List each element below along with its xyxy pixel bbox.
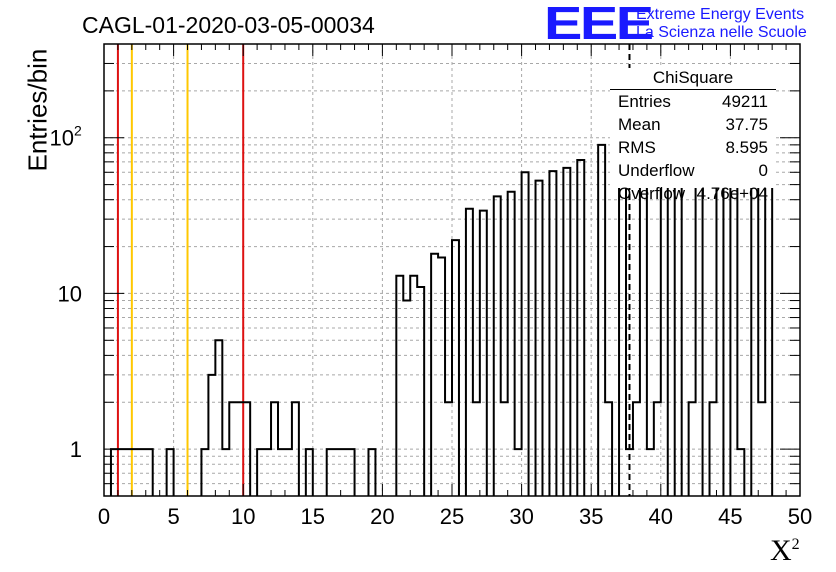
stats-key: RMS — [618, 138, 656, 157]
x-axis-label: X2 — [770, 534, 800, 568]
axis-ticks — [103, 43, 801, 497]
eee-logo-mark: EEE — [544, 0, 654, 49]
logo-line-1: Extreme Energy Events — [636, 6, 805, 23]
stats-box: ChiSquare Entries 49211 Mean 37.75 RMS 8… — [610, 68, 776, 203]
x-tick-label: 10 — [231, 504, 255, 529]
x-tick-label: 25 — [440, 504, 464, 529]
stats-value: 0 — [758, 161, 768, 180]
stats-row-entries: Entries 49211 — [618, 92, 776, 114]
stats-key: Underflow — [618, 161, 695, 180]
x-tick-label: 15 — [301, 504, 325, 529]
x-tick-label: 45 — [718, 504, 742, 529]
x-tick-label: 5 — [167, 504, 179, 529]
stats-row-underflow: Underflow 0 — [618, 161, 776, 183]
x-tick-label: 35 — [579, 504, 603, 529]
x-tick-label: 0 — [98, 504, 110, 529]
stats-title: ChiSquare — [652, 68, 734, 87]
chart-title: CAGL-01-2020-03-05-00034 — [82, 12, 375, 38]
stats-key: Entries — [618, 92, 671, 111]
stats-value: 8.595 — [725, 138, 768, 157]
y-axis-label: Entries/bin — [22, 48, 53, 172]
stats-separator — [610, 89, 776, 90]
stats-key: Mean — [618, 115, 661, 134]
logo-line-2: La Scienza nelle Scuole — [636, 24, 807, 41]
y-tick-label-exponent: 2 — [74, 123, 82, 139]
y-tick-label: 10 — [58, 281, 82, 306]
y-tick-label: 10 — [50, 126, 74, 151]
stats-row-mean: Mean 37.75 — [618, 115, 776, 137]
stats-value: 37.75 — [725, 115, 768, 134]
stats-value: 49211 — [721, 92, 768, 111]
stats-value: 4.76e+04 — [696, 184, 768, 203]
x-tick-label: 40 — [649, 504, 673, 529]
eee-logo: EEE Extreme Energy Events La Scienza nel… — [540, 0, 836, 49]
x-tick-label: 50 — [788, 504, 812, 529]
stats-key: Overflow — [618, 184, 686, 203]
stats-row-overflow: Overflow 4.76e+04 — [618, 184, 776, 206]
x-tick-label: 30 — [509, 504, 533, 529]
stats-row-rms: RMS 8.595 — [618, 138, 776, 160]
x-axis-label-sup: 2 — [791, 536, 800, 553]
y-tick-label: 1 — [70, 437, 82, 462]
x-axis-label-text: X — [770, 534, 792, 567]
x-tick-label: 20 — [370, 504, 394, 529]
reference-lines — [116, 44, 631, 496]
